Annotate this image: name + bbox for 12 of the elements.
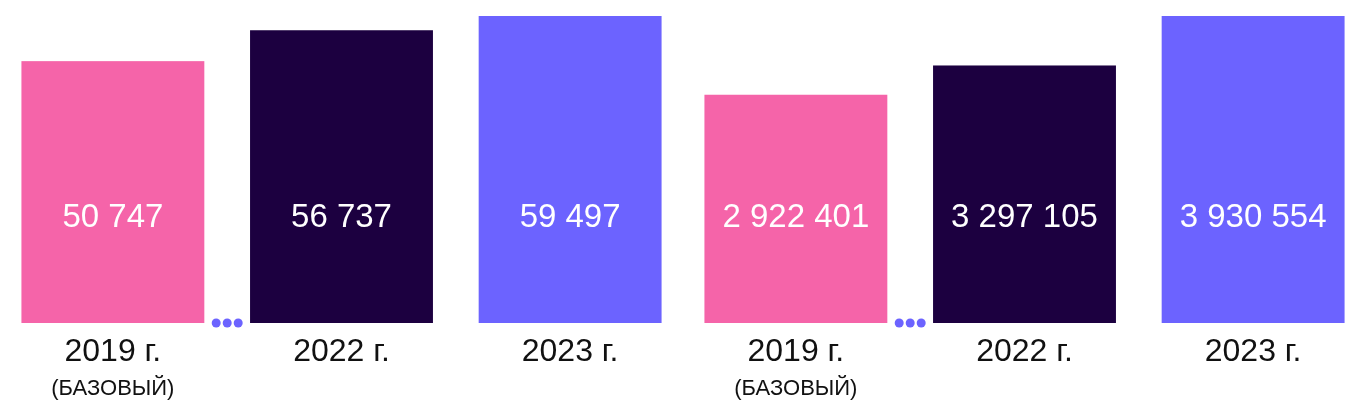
x-tick-label: 2023 г. [1204, 332, 1302, 368]
data-label: 59 497 [519, 196, 621, 234]
data-label: 3 930 554 [1179, 196, 1327, 234]
data-label: 56 737 [291, 196, 392, 234]
x-tick-label: 2022 г. [293, 332, 390, 368]
data-label: 2 922 401 [722, 196, 870, 234]
x-tick-label: 2019 г. (БАЗОВЫЙ) [734, 332, 858, 400]
x-tick-label: 2019 г. (БАЗОВЫЙ) [51, 332, 175, 400]
x-tick-label: 2022 г. [976, 332, 1073, 368]
data-label: 3 297 105 [951, 196, 1098, 234]
data-label: 50 747 [62, 196, 164, 234]
x-tick-label: 2023 г. [521, 332, 619, 368]
